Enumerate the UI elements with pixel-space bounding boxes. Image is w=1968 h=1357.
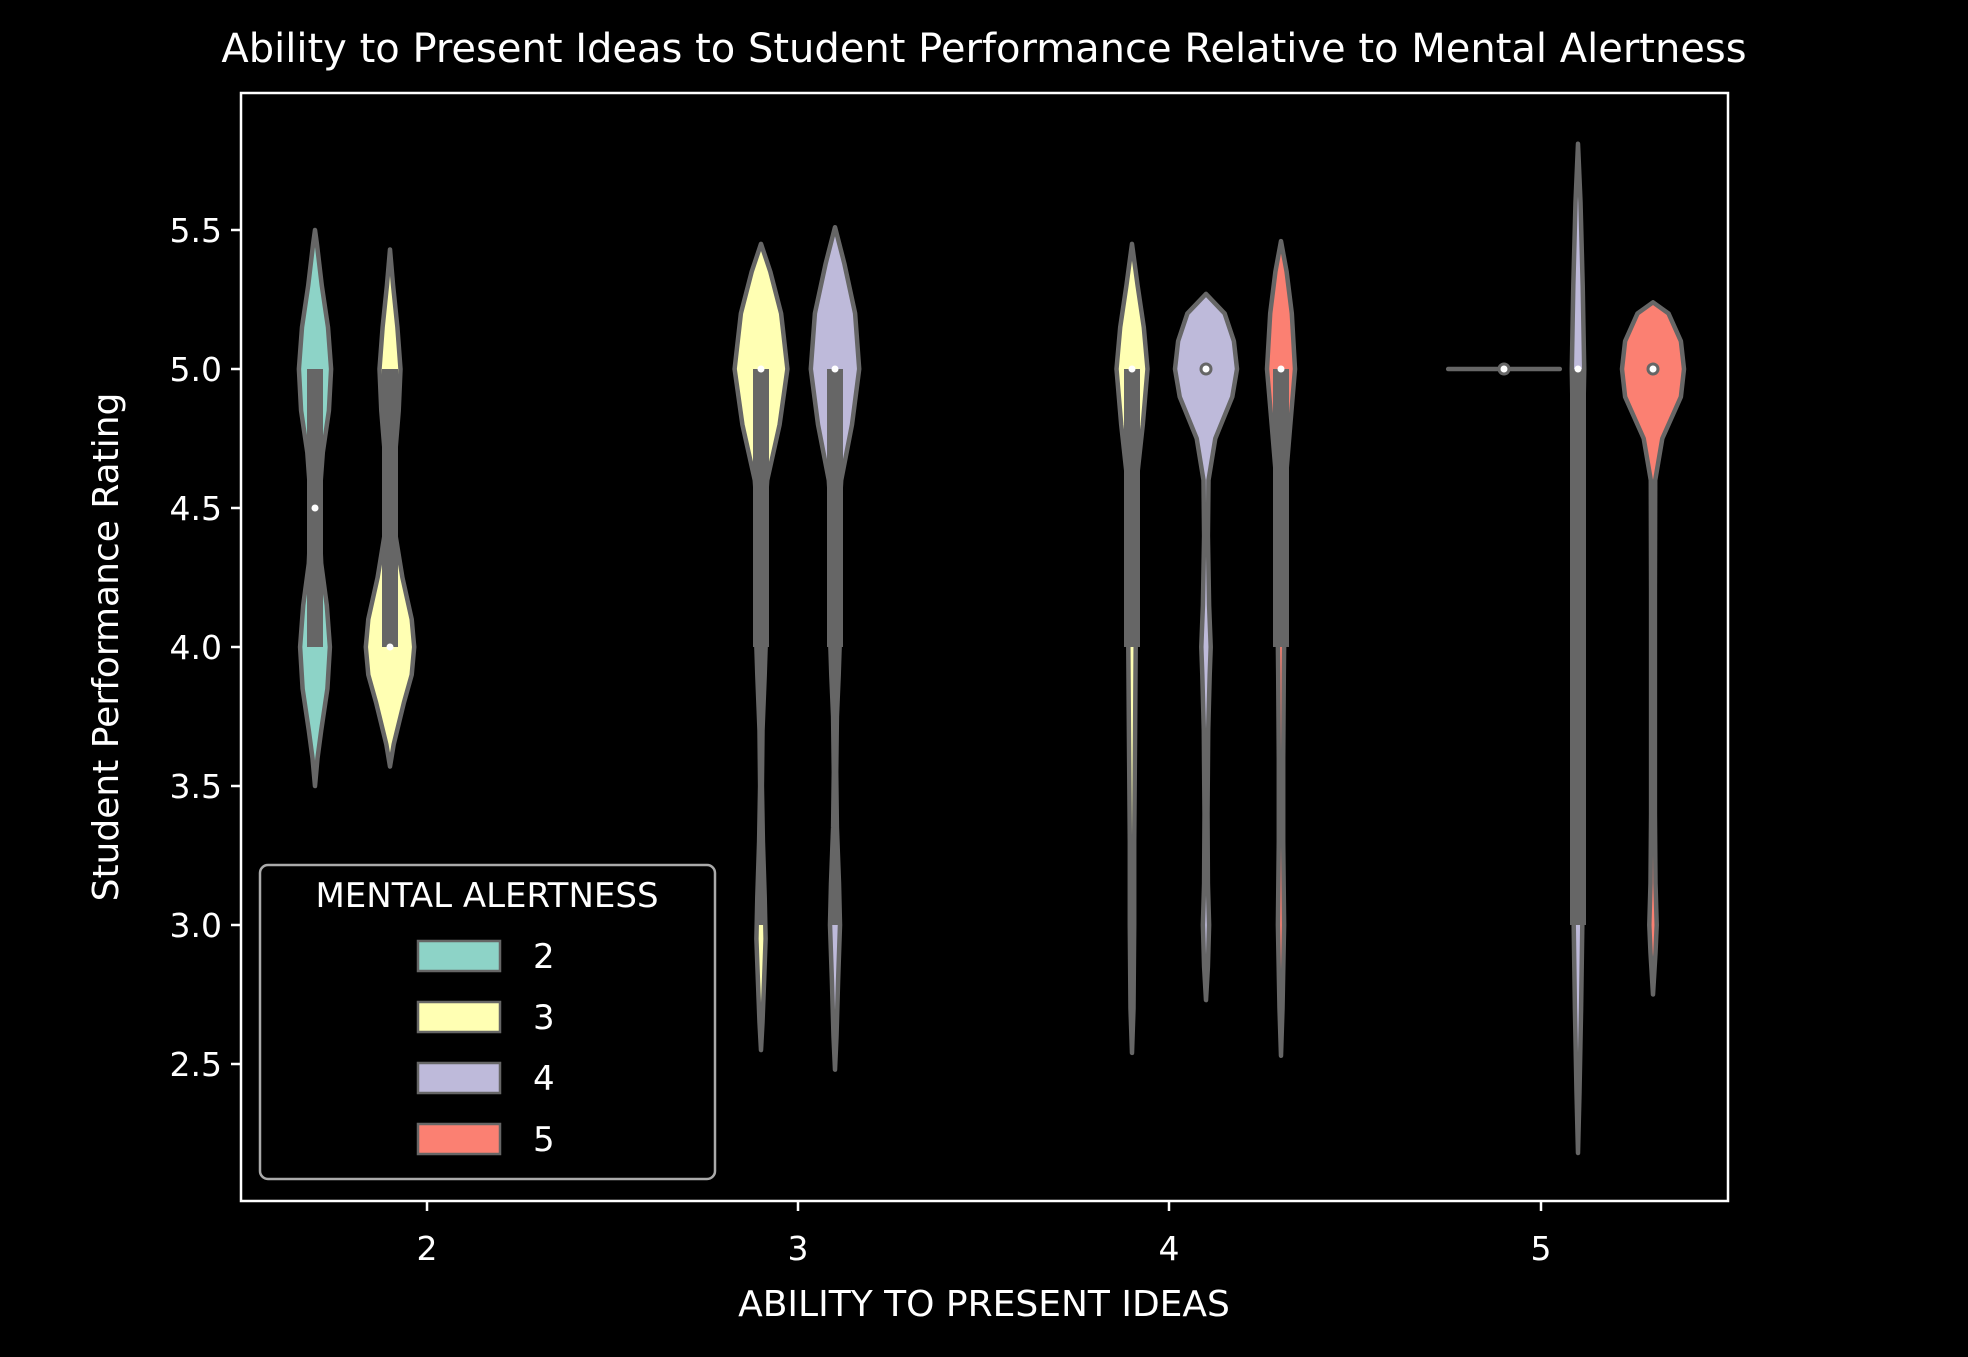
violin-2-2 [296,227,334,789]
violin-median [1199,362,1213,376]
violin-iqr-box [827,369,843,647]
violin-4-3 [1114,241,1150,1056]
y-tick-label: 4.0 [170,628,222,667]
x-axis-label: ABILITY TO PRESENT IDEAS [738,1284,1230,1325]
x-tick-label: 5 [1531,1229,1552,1268]
violin-median [1646,362,1660,376]
violin-iqr-box [382,369,398,647]
violin-median [831,365,839,373]
violin-iqr-box [1124,369,1140,647]
violin-median [757,365,765,373]
chart-title: Ability to Present Ideas to Student Perf… [221,26,1746,72]
violin-3-4 [808,224,862,1072]
legend-label: 4 [533,1059,555,1099]
violin-median [1574,365,1582,373]
violin-iqr-box [753,369,769,647]
violin-median [1277,365,1285,373]
y-tick-label: 2.5 [170,1045,222,1084]
legend-label: 5 [533,1120,555,1160]
y-axis: 2.5 3.0 3.5 4.0 4.5 5.0 5.5 [170,211,241,1084]
legend-entry-5: 5 [416,1120,555,1160]
legend-swatch [416,1122,502,1156]
legend-swatch [416,1000,502,1034]
y-axis-label: Student Performance Rating [86,393,127,902]
legend-swatch [416,1061,502,1095]
violin-iqr-box [1273,369,1289,647]
y-tick-label: 4.5 [170,489,222,528]
legend-entry-4: 4 [416,1059,555,1099]
violin-5-3 [1445,362,1563,376]
legend-label: 3 [533,998,555,1038]
y-tick-label: 5.0 [170,350,222,389]
legend-entry-2: 2 [416,937,555,977]
legend-label: 2 [533,937,555,977]
plot-area [296,141,1687,1156]
y-tick-label: 5.5 [170,211,222,250]
violin-body [1172,291,1240,1003]
legend: MENTAL ALERTNESS 2 3 4 5 [258,863,717,1181]
violin-median [1128,365,1136,373]
x-axis: 2 3 4 5 [417,1201,1552,1268]
legend-entries: 2 3 4 5 [416,937,555,1160]
violin-median [311,504,319,512]
violin-2-3 [363,247,417,769]
legend-title: MENTAL ALERTNESS [315,876,658,916]
violin-3-3 [732,241,790,1053]
violin-5-5 [1619,300,1687,997]
violin-5-4 [1569,141,1587,1156]
violin-median [1497,362,1511,376]
violin-body [1619,300,1687,997]
legend-swatch [416,939,502,973]
x-tick-label: 2 [417,1229,438,1268]
x-tick-label: 4 [1159,1229,1180,1268]
x-tick-label: 3 [788,1229,809,1268]
violin-iqr-box [1570,369,1586,925]
y-tick-label: 3.0 [170,906,222,945]
legend-entry-3: 3 [416,998,555,1038]
violin-4-5 [1264,238,1298,1058]
violin-median [386,643,394,651]
violin-4-4 [1172,291,1240,1003]
y-tick-label: 3.5 [170,767,222,806]
